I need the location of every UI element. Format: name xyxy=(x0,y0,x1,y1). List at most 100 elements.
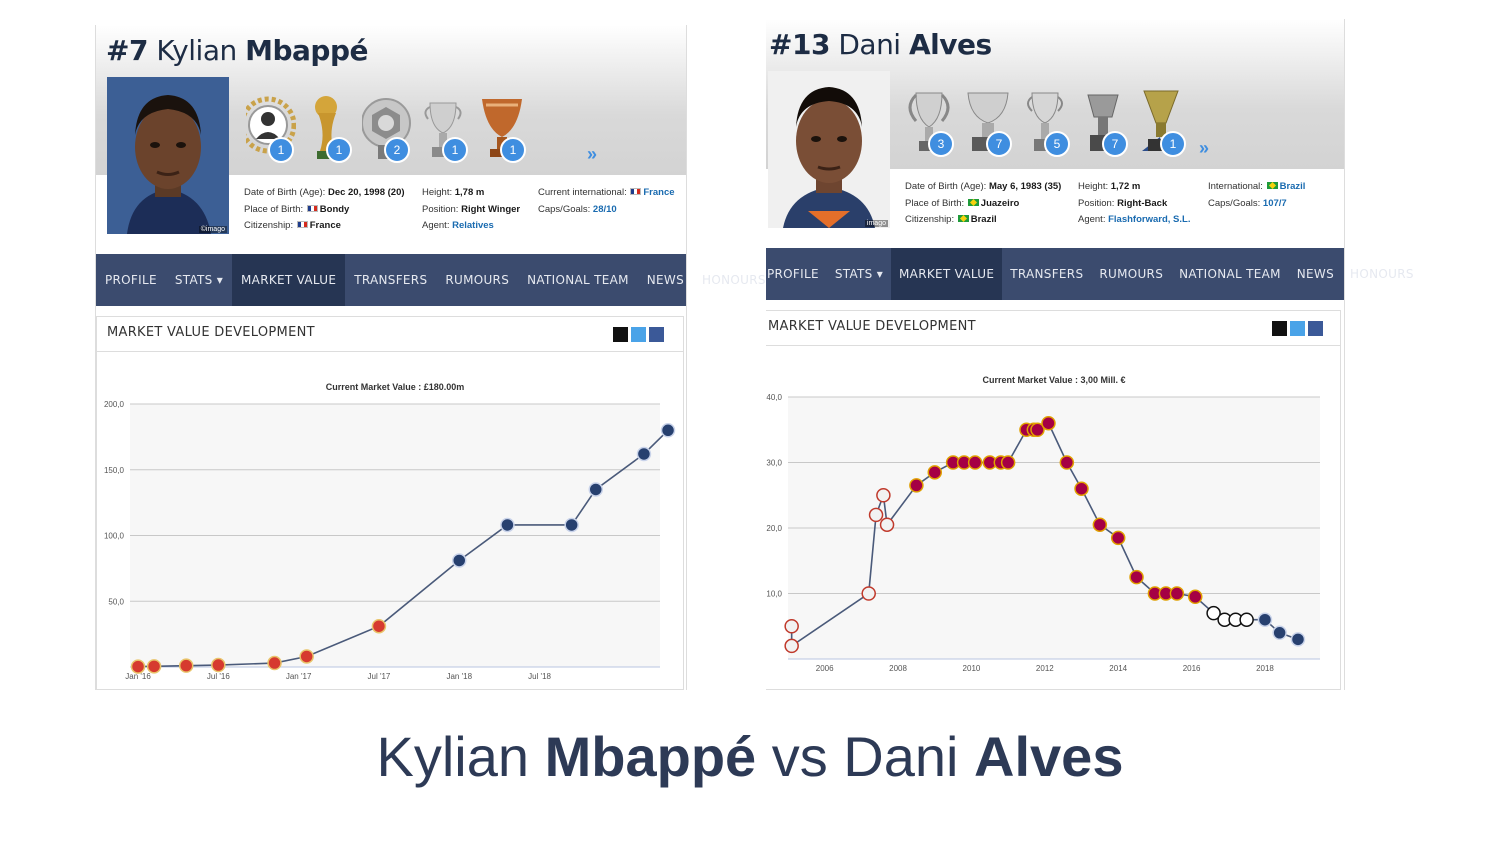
player-info-col2: Height: 1,78 m Position: Right Winger Ag… xyxy=(422,187,520,237)
data-point-club-crest-icon[interactable] xyxy=(211,657,226,673)
twitter-share-icon[interactable] xyxy=(1290,321,1305,336)
nav-profile[interactable]: PROFILE xyxy=(105,273,157,287)
trophy-player-of-year[interactable]: 1 xyxy=(244,93,296,163)
data-point-club-crest-icon[interactable] xyxy=(564,517,579,533)
data-point-club-crest-icon[interactable] xyxy=(371,618,387,634)
twitter-share-icon[interactable] xyxy=(631,327,646,342)
agent-link[interactable]: Flashforward, S.L. xyxy=(1108,214,1191,225)
data-point-club-crest-icon[interactable] xyxy=(1239,612,1254,627)
info-label: Caps/Goals: xyxy=(538,203,591,215)
nav-honours[interactable]: HONOURS xyxy=(702,273,766,287)
info-value: Right Winger xyxy=(461,203,521,215)
nav-stats[interactable]: STATS ▾ xyxy=(834,267,884,281)
trophy-supercopa[interactable]: 7 xyxy=(1078,87,1128,157)
data-point-club-crest-icon[interactable] xyxy=(861,586,876,601)
data-point-club-crest-icon[interactable] xyxy=(1206,605,1221,621)
trophy-copa-del-rey[interactable]: 5 xyxy=(1020,87,1070,157)
trophy-world-cup[interactable]: 1 xyxy=(302,93,352,163)
facebook-share-icon[interactable] xyxy=(649,327,664,342)
data-point-club-crest-icon[interactable] xyxy=(1041,415,1056,431)
data-point-club-crest-icon[interactable] xyxy=(130,659,146,674)
data-point-club-crest-icon[interactable] xyxy=(1030,422,1045,437)
info-row: International: Brazil xyxy=(1208,181,1305,198)
nav-national-team[interactable]: NATIONAL TEAM xyxy=(527,273,629,287)
y-tick-label: 150,0 xyxy=(104,466,125,475)
nav-rumours[interactable]: RUMOURS xyxy=(1099,267,1164,281)
data-point-club-crest-icon[interactable] xyxy=(660,423,676,438)
y-tick-label: 100,0 xyxy=(104,532,125,541)
data-point-club-crest-icon[interactable] xyxy=(1169,586,1185,601)
email-share-icon[interactable] xyxy=(1272,321,1287,336)
data-point-club-crest-icon[interactable] xyxy=(267,655,282,671)
data-point-club-crest-icon[interactable] xyxy=(868,507,884,523)
nav-transfers[interactable]: TRANSFERS xyxy=(1010,267,1084,281)
data-point-club-crest-icon[interactable] xyxy=(588,482,604,497)
data-point-club-crest-icon[interactable] xyxy=(784,619,799,634)
more-trophies-arrow[interactable]: » xyxy=(587,144,598,164)
nav-news[interactable]: NEWS xyxy=(1296,267,1335,281)
data-point-club-crest-icon[interactable] xyxy=(1074,481,1089,496)
facebook-share-icon[interactable] xyxy=(1308,321,1323,336)
trophy-french-cup[interactable]: 1 xyxy=(418,93,468,163)
x-tick-label: Jul '18 xyxy=(528,672,551,681)
trophy-ligue1[interactable]: 2 xyxy=(360,93,411,163)
more-trophies-arrow[interactable]: » xyxy=(1199,138,1210,158)
data-point-club-crest-icon[interactable] xyxy=(500,517,515,533)
nav-honours[interactable]: HONOURS xyxy=(1350,267,1414,281)
data-point-club-crest-icon[interactable] xyxy=(636,446,652,462)
agent-link[interactable]: Relatives xyxy=(452,220,494,231)
email-share-icon[interactable] xyxy=(613,327,628,342)
nav-stats[interactable]: STATS ▾ xyxy=(174,273,224,287)
caps-goals-link[interactable]: 28/10 xyxy=(592,203,617,215)
data-point-club-crest-icon[interactable] xyxy=(1092,517,1108,532)
data-point-club-crest-icon[interactable] xyxy=(299,649,314,664)
data-point-club-crest-icon[interactable] xyxy=(927,465,943,480)
x-tick-label: 2014 xyxy=(1109,664,1127,673)
trophy-count-badge: 3 xyxy=(928,131,954,157)
data-point-club-crest-icon[interactable] xyxy=(876,488,891,503)
international-link[interactable]: Brazil xyxy=(1279,181,1306,192)
nav-transfers[interactable]: TRANSFERS xyxy=(354,273,428,287)
market-value-chart: Current Market Value : 3,00 Mill. € 10,0 2… xyxy=(766,375,1320,673)
data-point-club-crest-icon[interactable] xyxy=(451,553,467,568)
data-point-club-crest-icon[interactable] xyxy=(1129,569,1144,585)
france-flag-icon xyxy=(306,204,318,212)
nav-profile[interactable]: PROFILE xyxy=(767,267,819,281)
y-tick-label: 30,0 xyxy=(766,459,782,468)
trophy-champions-league[interactable]: 3 xyxy=(904,87,954,157)
data-point-club-crest-icon[interactable] xyxy=(1110,530,1126,546)
nav-news[interactable]: NEWS xyxy=(646,273,685,287)
info-value: 1,72 m xyxy=(1110,181,1141,192)
data-point-club-crest-icon[interactable] xyxy=(1188,589,1203,605)
shirt-number: #13 xyxy=(769,28,830,61)
info-row: Date of Birth (Age): Dec 20, 1998 (20) xyxy=(244,187,405,204)
international-link[interactable]: France xyxy=(643,187,675,198)
trophy-serie-a[interactable]: 1 xyxy=(1136,87,1186,157)
data-point-club-crest-icon[interactable] xyxy=(178,658,194,673)
data-point-club-crest-icon[interactable] xyxy=(146,659,162,674)
info-label: Citizenship: xyxy=(905,214,955,225)
chart-title: Current Market Value : £180.00m xyxy=(326,382,465,392)
trophy-la-liga[interactable]: 7 xyxy=(962,87,1012,157)
data-point-club-crest-icon[interactable] xyxy=(967,455,983,470)
nav-market-value[interactable]: MARKET VALUE xyxy=(891,248,1003,300)
data-point-club-crest-icon[interactable] xyxy=(1059,455,1075,470)
box-title: MARKET VALUE DEVELOPMENT xyxy=(107,325,315,340)
data-point-club-crest-icon[interactable] xyxy=(1290,632,1306,647)
data-point-club-crest-icon[interactable] xyxy=(784,638,799,654)
data-point-club-crest-icon[interactable] xyxy=(1257,612,1273,627)
data-point-club-crest-icon[interactable] xyxy=(1272,625,1287,641)
data-point-club-crest-icon[interactable] xyxy=(879,517,895,532)
player-portrait-icon xyxy=(107,77,229,234)
data-point-club-crest-icon[interactable] xyxy=(909,478,924,493)
info-row: Position: Right Winger xyxy=(422,204,520,221)
profile-nav: PROFILE STATS ▾ MARKET VALUE TRANSFERS R… xyxy=(96,254,765,306)
nav-rumours[interactable]: RUMOURS xyxy=(445,273,510,287)
trophy-league-cup[interactable]: 1 xyxy=(476,93,526,163)
data-point-club-crest-icon[interactable] xyxy=(1000,455,1016,470)
caps-goals-link[interactable]: 107/7 xyxy=(1262,197,1287,209)
x-tick-label: 2008 xyxy=(889,664,907,673)
nav-market-value[interactable]: MARKET VALUE xyxy=(232,254,346,306)
nav-national-team[interactable]: NATIONAL TEAM xyxy=(1179,267,1281,281)
x-tick-label: 2016 xyxy=(1183,664,1201,673)
